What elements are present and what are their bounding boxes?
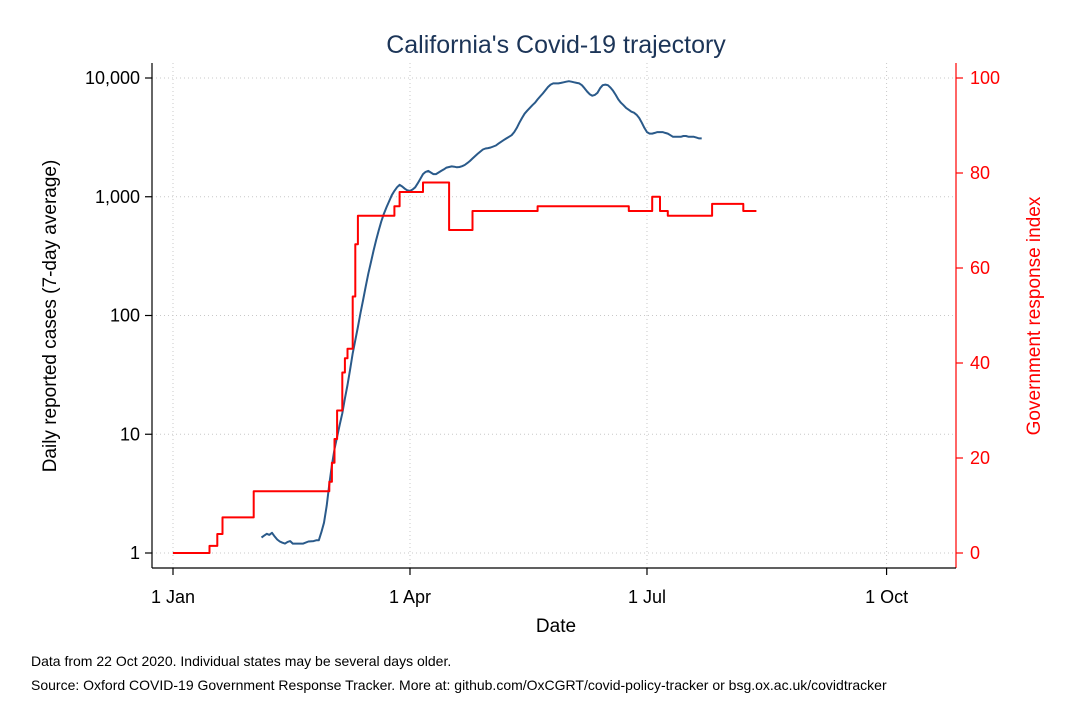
y2-tick-label: 60	[970, 258, 990, 278]
x-tick-label: 1 Jul	[628, 587, 666, 607]
y-ticks-right: 0 20 40 60 80 100	[970, 68, 1000, 563]
grid	[152, 63, 956, 568]
y-axis-label: Daily reported cases (7-day average)	[40, 160, 61, 473]
x-axis-label: Date	[536, 616, 576, 637]
y-tick-label: 1	[130, 543, 140, 563]
x-tick-label: 1 Oct	[865, 587, 908, 607]
y2-tick-label: 0	[970, 543, 980, 563]
y-tick-label: 10	[120, 424, 140, 444]
footnote-data-date: Data from 22 Oct 2020. Individual states…	[31, 653, 452, 669]
footnote-source: Source: Oxford COVID-19 Government Respo…	[31, 677, 887, 693]
series-line-daily-cases	[260, 80, 702, 545]
series-layer	[173, 80, 757, 554]
y2-tick-label: 40	[970, 353, 990, 373]
y2-tick-label: 80	[970, 163, 990, 183]
y-ticks-left: 1 10 100 1,000 10,000	[85, 68, 140, 563]
x-tick-label: 1 Jan	[151, 587, 195, 607]
series-line-response-index	[173, 181, 757, 554]
x-tick-label: 1 Apr	[389, 587, 431, 607]
y-tick-label: 1,000	[95, 187, 140, 207]
y2-tick-label: 100	[970, 68, 1000, 88]
y2-axis-label: Government response index	[1024, 196, 1045, 435]
y-tick-label: 10,000	[85, 68, 140, 88]
chart-title: California's Covid-19 trajectory	[386, 31, 726, 59]
y-tick-label: 100	[110, 306, 140, 326]
x-ticks: 1 Jan 1 Apr 1 Jul 1 Oct	[151, 587, 908, 607]
axes	[145, 63, 963, 575]
y2-tick-label: 20	[970, 448, 990, 468]
